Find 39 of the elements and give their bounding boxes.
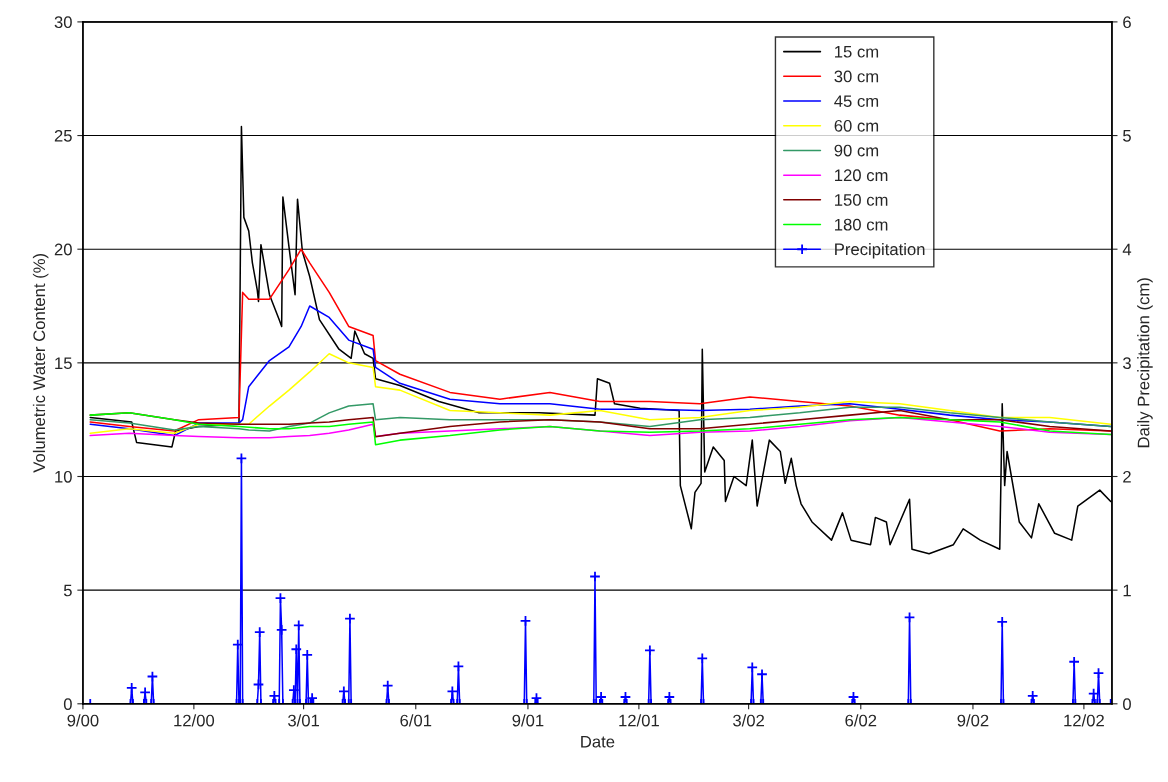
y2-tick-label: 3 (1122, 357, 1131, 370)
x-tick-label: 9/01 (512, 714, 544, 727)
legend-label: 45 cm (834, 95, 879, 108)
y2-axis-title: Daily Precipitation (cm) (1137, 278, 1153, 448)
legend-label: Precipitation (835, 243, 925, 259)
line-series (89, 412, 1112, 446)
y2-tick-label: 1 (1123, 584, 1131, 597)
legend-label: 60 cm (834, 119, 879, 132)
y-tick-label: 5 (63, 584, 72, 597)
x-tick-label: 3/02 (733, 714, 764, 727)
legend-label: 120 cm (835, 169, 888, 182)
line-series (89, 352, 1112, 435)
y-tick-label: 30 (54, 16, 72, 29)
y-tick-label: 20 (54, 243, 72, 256)
y2-tick-label: 2 (1123, 470, 1131, 483)
x-tick-label: 3/01 (288, 714, 320, 727)
y-tick-label: 10 (55, 470, 72, 483)
y2-tick-label: 0 (1123, 698, 1131, 710)
legend-label: 180 cm (835, 218, 888, 231)
legend-label: 150 cm (835, 194, 888, 206)
x-tick-label: 6/02 (845, 714, 877, 727)
legend-label: 30 cm (834, 70, 879, 83)
line-series (89, 402, 1112, 432)
x-tick-label: 6/01 (400, 714, 432, 727)
y2-tick-label: 5 (1123, 130, 1131, 142)
y2-tick-label: 6 (1123, 16, 1131, 29)
legend-label: 90 cm (834, 144, 879, 157)
x-axis-title: Date (581, 735, 615, 748)
x-tick-label: 12/01 (619, 714, 659, 727)
y-tick-label: 0 (63, 698, 72, 710)
x-tick-label: 12/02 (1064, 714, 1104, 727)
y-tick-label: 15 (55, 357, 72, 370)
x-tick-label: 9/00 (67, 714, 99, 727)
y-tick-label: 25 (54, 129, 72, 142)
y-axis-title: Volumetric Water Content (%) (32, 253, 49, 473)
x-tick-label: 12/00 (174, 714, 215, 727)
x-tick-label: 9/02 (957, 714, 989, 727)
y2-tick-label: 4 (1122, 243, 1132, 256)
legend-label: 15 cm (835, 45, 879, 58)
